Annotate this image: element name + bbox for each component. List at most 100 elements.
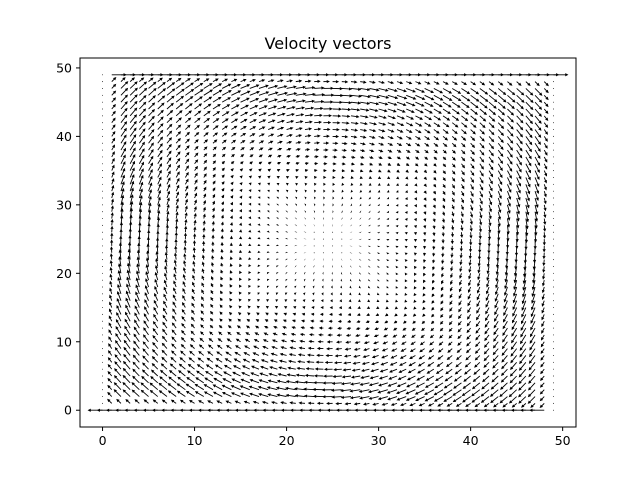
velocity-vector [486,280,490,288]
velocity-vector [122,367,131,377]
velocity-vector [268,126,275,130]
velocity-vector [166,204,170,212]
velocity-vector [516,73,532,77]
velocity-vector [330,285,333,289]
velocity-vector [497,142,504,151]
velocity-vector [525,129,533,139]
velocity-vector [120,114,128,123]
velocity-vector [368,272,371,275]
velocity-vector [466,320,471,327]
velocity-vector [534,81,540,87]
velocity-vector [248,298,251,302]
velocity-vector [203,139,209,144]
velocity-vector [396,389,407,395]
velocity-vector [110,218,114,226]
velocity-vector [311,305,315,310]
velocity-vector [450,239,454,245]
velocity-vector [395,272,399,276]
velocity-vector [386,176,391,180]
velocity-vector [268,91,279,96]
velocity-vector [543,108,549,115]
velocity-vector [387,135,394,140]
velocity-vector [433,170,437,174]
velocity-vector [220,283,224,288]
velocity-vector [218,331,223,336]
velocity-vector [133,326,140,336]
velocity-vector [189,344,195,349]
velocity-vector [248,264,252,268]
velocity-vector [230,392,241,397]
velocity-vector [102,149,103,151]
velocity-vector [283,312,287,316]
velocity-vector [123,353,131,363]
velocity-vector [513,273,518,284]
velocity-vector [391,348,398,352]
velocity-vector [518,362,527,371]
velocity-vector [534,163,540,174]
velocity-vector [507,101,515,110]
velocity-vector [239,215,243,220]
velocity-vector [212,160,217,165]
velocity-vector [541,314,545,321]
velocity-vector [111,77,117,82]
velocity-vector [395,196,399,200]
velocity-vector [475,314,481,321]
velocity-vector [159,369,168,377]
velocity-vector [470,211,474,218]
velocity-vector [387,149,393,153]
velocity-vector [553,409,554,411]
velocity-vector [479,142,485,149]
velocity-vector [386,259,390,262]
velocity-vector [349,278,352,282]
velocity-vector [138,134,146,144]
velocity-vector [479,136,485,142]
velocity-vector [424,94,435,101]
velocity-vector [322,278,324,282]
velocity-vector [298,401,306,405]
velocity-vector [349,224,353,227]
velocity-vector [358,231,362,233]
velocity-vector [275,251,279,254]
velocity-vector [332,210,334,214]
velocity-vector [406,129,413,133]
velocity-vector [332,231,334,233]
velocity-vector [448,320,453,326]
velocity-vector [268,79,275,83]
velocity-vector [115,340,122,349]
velocity-vector [231,132,237,137]
velocity-vector [165,231,169,240]
velocity-vector [553,142,554,144]
velocity-vector [451,101,461,108]
velocity-vector [295,161,300,166]
velocity-vector [181,316,186,322]
velocity-vector [198,344,205,349]
velocity-vector [276,285,279,289]
velocity-vector [204,377,214,384]
velocity-vector [166,117,173,124]
velocity-vector [369,169,373,173]
velocity-vector [372,402,379,406]
velocity-vector [395,238,399,242]
velocity-vector [435,368,444,374]
velocity-vector [155,244,159,253]
velocity-vector [350,87,362,91]
velocity-vector [203,186,207,192]
velocity-vector [534,156,541,167]
velocity-vector [445,368,453,375]
velocity-vector [154,285,159,295]
velocity-vector [193,206,197,212]
velocity-vector [285,196,288,200]
velocity-vector [496,252,500,262]
velocity-vector [525,163,532,174]
velocity-vector [284,292,288,296]
velocity-vector [239,270,243,274]
velocity-vector [433,136,440,141]
velocity-vector [332,141,339,145]
velocity-vector [200,303,205,308]
velocity-vector [369,108,379,112]
velocity-vector [239,202,243,206]
velocity-vector [503,293,508,303]
velocity-vector [275,258,279,261]
velocity-vector [461,94,471,102]
velocity-vector [368,224,371,227]
